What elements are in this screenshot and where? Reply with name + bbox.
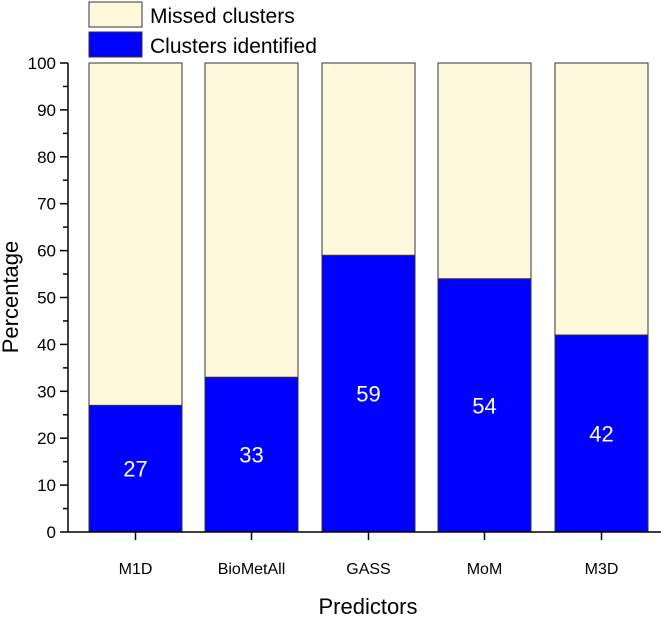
y-tick-label: 90	[37, 101, 56, 120]
bar-missed-m1d	[88, 62, 183, 406]
data-label-gass: 59	[356, 382, 380, 407]
legend-swatch-0	[88, 1, 143, 28]
y-tick-label: 50	[37, 289, 56, 308]
x-axis-label: Predictors	[318, 594, 417, 617]
legend-swatch-1	[88, 31, 143, 58]
bar-identified-m1d	[88, 404, 183, 533]
x-tick-label: MoM	[467, 561, 503, 578]
bar-identified-m3d	[554, 334, 649, 533]
y-tick-label: 70	[37, 195, 56, 214]
bar-missed-biometall	[204, 62, 299, 378]
bar-identified-mom	[437, 278, 532, 533]
y-tick-label: 60	[37, 242, 56, 261]
bar-missed-mom	[437, 62, 532, 280]
x-tick-label: M3D	[585, 561, 619, 578]
y-axis-label: Percentage	[0, 241, 23, 354]
data-label-m1d: 27	[123, 457, 147, 482]
y-tick-label: 80	[37, 148, 56, 167]
axes: M1D BioMetAll GASS MoM M3D 0 10 20 30 40 50 60 70 80 9…	[28, 54, 661, 578]
y-tick-label: 0	[47, 523, 56, 542]
legend: Missed clusters Clusters identified	[88, 1, 317, 58]
bar-identified-biometall	[204, 376, 299, 533]
y-tick-label: 100	[28, 54, 56, 73]
x-tick-label: M1D	[119, 561, 153, 578]
data-label-mom: 54	[472, 393, 496, 418]
x-tick-label: GASS	[346, 561, 390, 578]
y-tick-label: 40	[37, 335, 56, 354]
y-tick-label: 30	[37, 382, 56, 401]
data-label-biometall: 33	[239, 443, 263, 468]
data-label-m3d: 42	[589, 422, 613, 447]
y-tick-label: 20	[37, 429, 56, 448]
bar-missed-gass	[321, 62, 416, 256]
bar-missed-m3d	[554, 62, 649, 336]
y-tick-label: 10	[37, 476, 56, 495]
bars: 27 33 59 54 42	[88, 62, 649, 533]
x-tick-label: BioMetAll	[218, 561, 286, 578]
legend-label: Missed clusters	[150, 5, 295, 28]
legend-label: Clusters identified	[150, 35, 317, 58]
